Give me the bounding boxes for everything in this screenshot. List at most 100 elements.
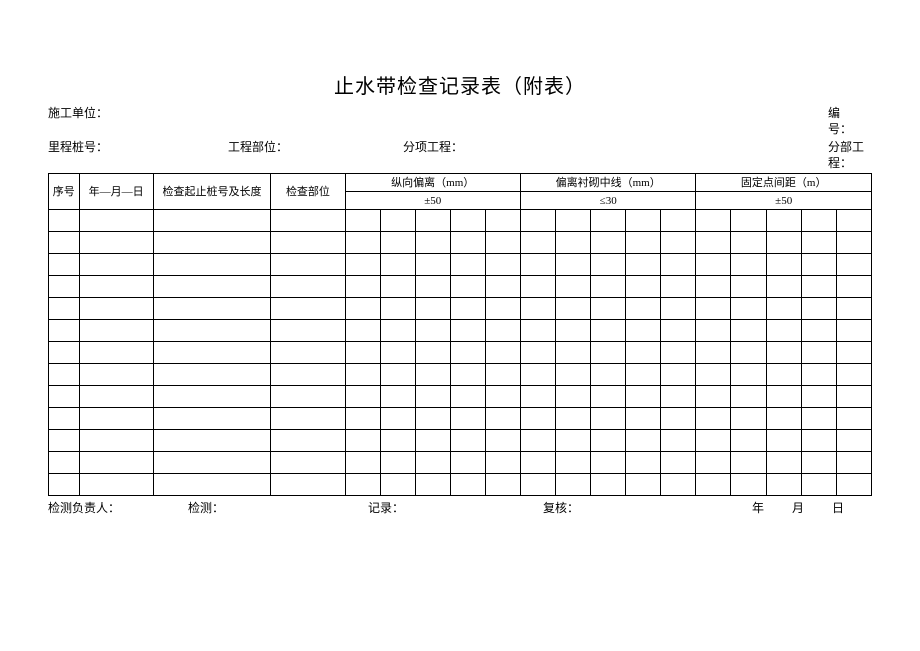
measure-cell (556, 364, 591, 386)
measure-cell (731, 210, 766, 232)
measure-cell (591, 276, 626, 298)
measure-cell (591, 364, 626, 386)
measure-cell (380, 342, 415, 364)
measure-cell (661, 364, 696, 386)
table-cell (153, 210, 271, 232)
table-cell (153, 430, 271, 452)
measure-cell (485, 364, 520, 386)
measure-cell (591, 430, 626, 452)
measure-cell (556, 320, 591, 342)
measure-cell (450, 430, 485, 452)
table-cell (49, 408, 80, 430)
measure-cell (661, 386, 696, 408)
col-group2-line1: 偏离衬砌中线（mm） (520, 174, 695, 192)
measure-cell (696, 320, 731, 342)
table-cell (49, 276, 80, 298)
measure-cell (836, 210, 871, 232)
table-cell (79, 386, 153, 408)
table-row (49, 430, 872, 452)
table-cell (271, 254, 345, 276)
measure-cell (415, 364, 450, 386)
measure-cell (415, 386, 450, 408)
table-cell (271, 386, 345, 408)
measure-cell (626, 342, 661, 364)
measure-cell (661, 298, 696, 320)
measure-cell (731, 232, 766, 254)
project-part-label: 工程部位： (228, 139, 403, 171)
measure-cell (766, 408, 801, 430)
measure-cell (450, 276, 485, 298)
measure-cell (345, 452, 380, 474)
measure-cell (345, 386, 380, 408)
table-cell (49, 364, 80, 386)
measure-cell (731, 430, 766, 452)
table-header: 序号 年—月—日 检查起止桩号及长度 检查部位 纵向偏离（mm） 偏离衬砌中线（… (49, 174, 872, 210)
mileage-label: 里程桩号： (48, 139, 228, 171)
table-cell (153, 408, 271, 430)
measure-cell (591, 210, 626, 232)
measure-cell (626, 210, 661, 232)
measure-cell (380, 386, 415, 408)
measure-cell (520, 254, 555, 276)
measure-cell (345, 342, 380, 364)
measure-cell (450, 210, 485, 232)
measure-cell (836, 386, 871, 408)
table-cell (271, 408, 345, 430)
col-seq: 序号 (49, 174, 80, 210)
measure-cell (415, 320, 450, 342)
measure-cell (591, 342, 626, 364)
measure-cell (520, 452, 555, 474)
measure-cell (415, 298, 450, 320)
measure-cell (801, 254, 836, 276)
measure-cell (380, 254, 415, 276)
measure-cell (731, 452, 766, 474)
measure-cell (485, 386, 520, 408)
table-cell (271, 364, 345, 386)
table-cell (49, 320, 80, 342)
measure-cell (766, 232, 801, 254)
table-row (49, 320, 872, 342)
measure-cell (626, 276, 661, 298)
measure-cell (591, 386, 626, 408)
table-row (49, 232, 872, 254)
table-row (49, 342, 872, 364)
footer-tester: 检测： (188, 500, 368, 516)
col-group3-line2: ±50 (696, 192, 872, 210)
measure-cell (801, 474, 836, 496)
footer-date: 年 月 日 (723, 500, 872, 516)
footer-recorder: 记录： (368, 500, 543, 516)
measure-cell (731, 320, 766, 342)
table-body (49, 210, 872, 496)
measure-cell (556, 254, 591, 276)
table-cell (79, 320, 153, 342)
section-label: 分部工程： (798, 139, 872, 171)
table-cell (153, 254, 271, 276)
measure-cell (380, 408, 415, 430)
measure-cell (836, 430, 871, 452)
measure-cell (450, 232, 485, 254)
table-cell (153, 386, 271, 408)
measure-cell (731, 364, 766, 386)
measure-cell (661, 232, 696, 254)
measure-cell (661, 342, 696, 364)
measure-cell (836, 342, 871, 364)
measure-cell (766, 386, 801, 408)
table-row (49, 408, 872, 430)
measure-cell (801, 210, 836, 232)
measure-cell (766, 364, 801, 386)
table-cell (271, 320, 345, 342)
measure-cell (696, 430, 731, 452)
meta-spacer (638, 139, 798, 171)
table-cell (153, 276, 271, 298)
measure-cell (485, 408, 520, 430)
measure-cell (520, 320, 555, 342)
table-cell (79, 364, 153, 386)
measure-cell (415, 254, 450, 276)
measure-cell (696, 342, 731, 364)
measure-cell (556, 408, 591, 430)
measure-cell (415, 210, 450, 232)
measure-cell (766, 452, 801, 474)
table-cell (49, 298, 80, 320)
measure-cell (696, 386, 731, 408)
measure-cell (801, 298, 836, 320)
